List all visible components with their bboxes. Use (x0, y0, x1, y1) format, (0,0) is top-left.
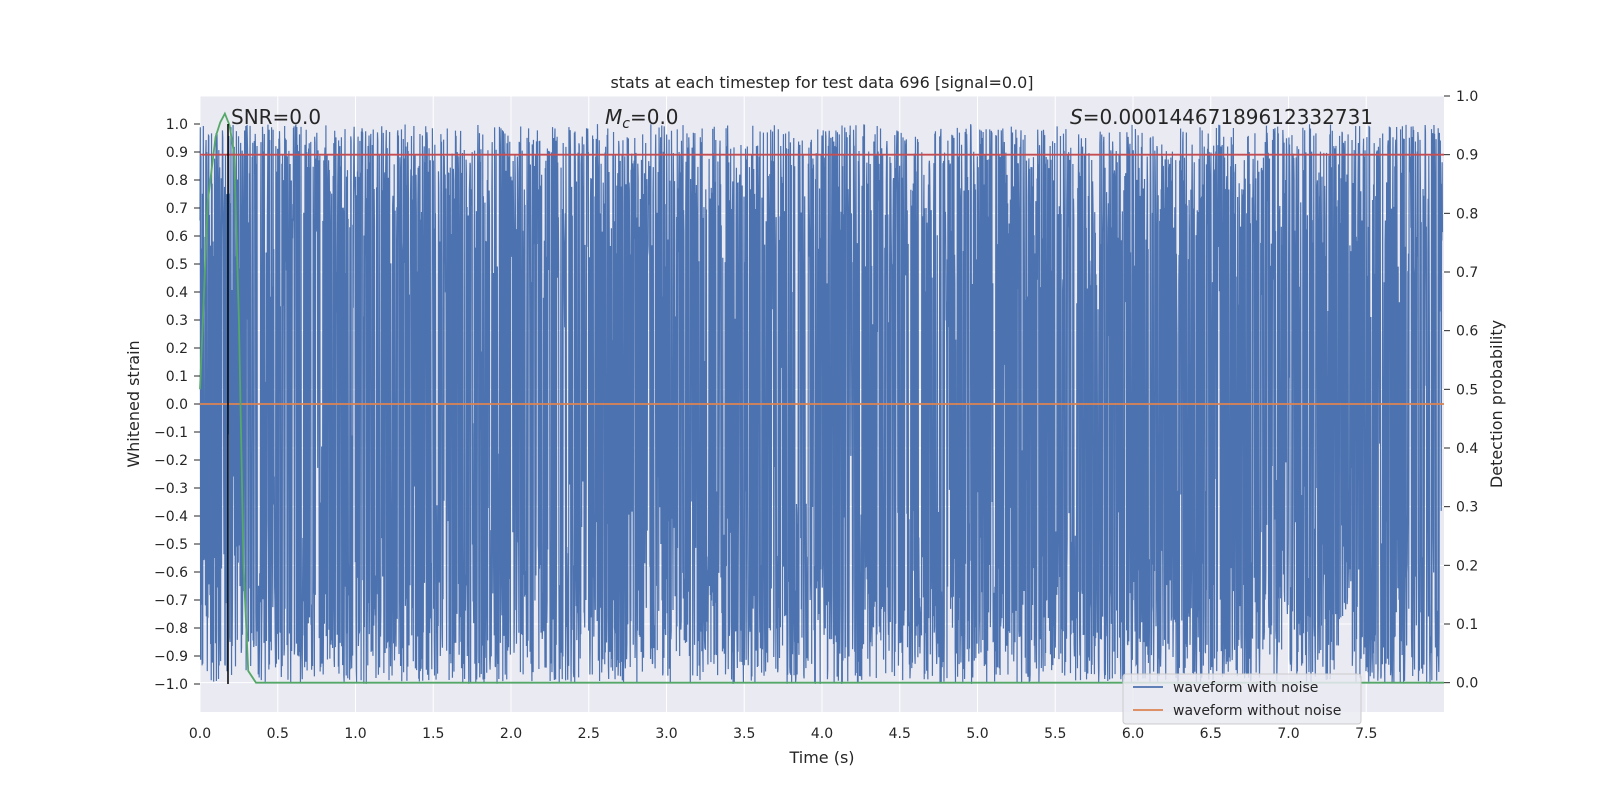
series-waveform-with-noise (199, 124, 1444, 684)
y-tick-label: −0.4 (154, 509, 188, 525)
s-statistic-symbol: S (1070, 105, 1083, 129)
y2-tick-label: 0.7 (1456, 265, 1478, 281)
y-tick-label: −0.2 (154, 453, 188, 469)
y-tick-label: 1.0 (166, 117, 188, 133)
y-tick-label: −0.3 (154, 481, 188, 497)
y-tick-label: −0.8 (154, 621, 188, 637)
y2-tick-label: 0.9 (1456, 148, 1478, 164)
x-tick-label: 1.0 (344, 726, 366, 742)
x-tick-label: 7.0 (1277, 726, 1299, 742)
y-tick-label: 0.0 (166, 397, 188, 413)
legend: waveform with noise waveform without noi… (1122, 673, 1362, 725)
x-tick-label: 4.0 (811, 726, 833, 742)
chart-title: stats at each timestep for test data 696… (610, 73, 1033, 92)
y-tick-label: 0.1 (166, 369, 188, 385)
s-statistic-annotation: S=0.00014467189612332731 (1070, 105, 1373, 129)
x-tick-label: 1.5 (422, 726, 444, 742)
y-tick-label: 0.6 (166, 229, 188, 245)
y-tick-label: 0.8 (166, 173, 188, 189)
y-tick-label: −0.5 (154, 537, 188, 553)
y2-axis-label: Detection probability (1487, 320, 1506, 488)
y-tick-label: 0.4 (166, 285, 188, 301)
waveform-with-noise-line (199, 124, 1444, 684)
y2-tick-label: 0.8 (1456, 206, 1478, 222)
x-tick-label: 6.5 (1200, 726, 1222, 742)
chirp-mass-symbol: M (605, 105, 622, 129)
legend-label-waveform-with-noise: waveform with noise (1173, 680, 1318, 696)
s-statistic-value: =0.00014467189612332731 (1083, 105, 1373, 129)
y-tick-label: −0.1 (154, 425, 188, 441)
y-tick-label: 0.5 (166, 257, 188, 273)
y2-tick-label: 0.1 (1456, 617, 1478, 633)
y-axis-label: Whitened strain (124, 340, 143, 467)
y-tick-label: −0.9 (154, 649, 188, 665)
x-tick-label: 0.5 (267, 726, 289, 742)
y-tick-label: 0.7 (166, 201, 188, 217)
chirp-mass-value: =0.0 (630, 105, 679, 129)
y2-tick-label: 0.4 (1456, 441, 1478, 457)
x-axis-label: Time (s) (788, 748, 854, 767)
x-tick-label: 7.5 (1355, 726, 1377, 742)
axes: 0.0 0.5 1.0 1.5 2.0 2.5 3.0 3.5 4.0 4.5 5.0 5.5 6.0 6… (154, 89, 1478, 742)
y2-tick-label: 0.6 (1456, 324, 1478, 340)
series-overlays (199, 111, 1444, 684)
y-tick-label: −0.7 (154, 593, 188, 609)
y2-tick-label: 0.3 (1456, 500, 1478, 516)
y-tick-label: −1.0 (154, 677, 188, 693)
legend-label-waveform-without-noise: waveform without noise (1173, 703, 1341, 719)
y2-tick-label: 0.2 (1456, 558, 1478, 574)
x-tick-label: 2.0 (500, 726, 522, 742)
y-tick-label: 0.2 (166, 341, 188, 357)
y2-tick-label: 0.0 (1456, 676, 1478, 692)
y-tick-label: 0.3 (166, 313, 188, 329)
y-tick-label: −0.6 (154, 565, 188, 581)
legend-box (1122, 673, 1362, 725)
y2-tick-label: 0.5 (1456, 382, 1478, 398)
y2-tick-label: 1.0 (1456, 89, 1478, 105)
x-tick-label: 6.0 (1122, 726, 1144, 742)
snr-annotation: SNR=0.0 (231, 105, 321, 129)
x-tick-label: 5.0 (966, 726, 988, 742)
x-tick-label: 2.5 (578, 726, 600, 742)
x-tick-label: 0.0 (189, 726, 211, 742)
x-tick-label: 4.5 (889, 726, 911, 742)
x-tick-label: 5.5 (1044, 726, 1066, 742)
x-tick-label: 3.0 (655, 726, 677, 742)
y-tick-label: 0.9 (166, 145, 188, 161)
chirp-mass-subscript: c (622, 116, 630, 132)
series-line-right-1 (199, 111, 1444, 684)
chirp-mass-annotation: Mc=0.0 (605, 105, 679, 132)
x-tick-label: 3.5 (733, 726, 755, 742)
